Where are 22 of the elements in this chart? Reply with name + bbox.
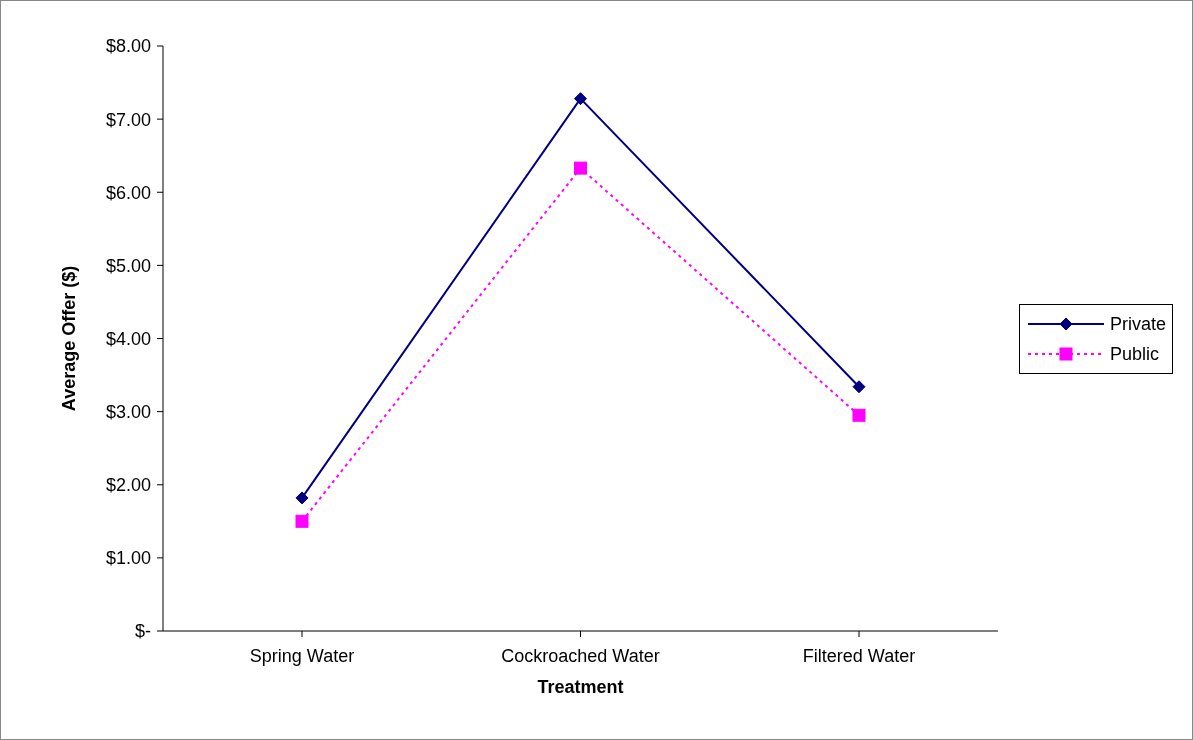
y-tick-label: $5.00: [105, 255, 151, 276]
x-tick-label: Filtered Water: [802, 645, 916, 666]
y-axis-title: Average Offer ($): [59, 265, 80, 412]
point: [574, 92, 587, 106]
y-tick-label: $4.00: [105, 328, 151, 349]
y-tick-label: $-: [134, 621, 151, 642]
point: [295, 514, 309, 528]
point: [852, 408, 866, 422]
y-tick-label: $8.00: [105, 36, 151, 57]
y-tick-label: $1.00: [105, 548, 151, 569]
legend-label: Public: [1110, 343, 1160, 365]
y-tick-label: $6.00: [105, 182, 151, 203]
legend-label: Private: [1110, 313, 1167, 335]
y-tick-label: $7.00: [105, 109, 151, 130]
point: [295, 491, 309, 505]
y-tick-label: $3.00: [105, 402, 151, 423]
x-tick-label: Cockroached Water: [501, 645, 660, 666]
y-tick-label: $2.00: [105, 475, 151, 496]
x-axis-title: Treatment: [537, 677, 624, 697]
point: [574, 161, 587, 175]
point: [852, 380, 866, 394]
x-tick-label: Spring Water: [249, 645, 355, 666]
